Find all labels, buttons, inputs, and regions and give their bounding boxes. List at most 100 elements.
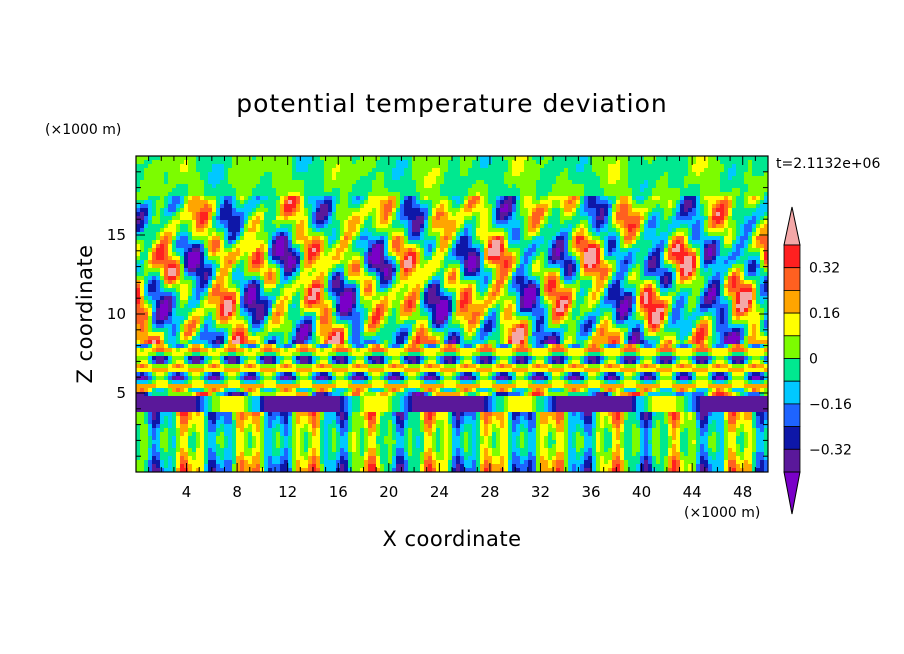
heatmap-cell: [284, 248, 289, 253]
heatmap-cell: [436, 248, 441, 253]
heatmap-cell: [464, 204, 469, 209]
heatmap-cell: [264, 164, 269, 169]
heatmap-cell: [616, 244, 621, 249]
heatmap-cell: [488, 192, 493, 197]
heatmap-cell: [684, 220, 689, 225]
heatmap-cell: [160, 280, 165, 285]
heatmap-cell: [736, 268, 741, 273]
heatmap-cell: [272, 180, 277, 185]
heatmap-cell: [296, 188, 301, 193]
heatmap-cell: [452, 232, 457, 237]
heatmap-cell: [384, 156, 389, 161]
heatmap-cell: [160, 236, 165, 241]
heatmap-cell: [672, 168, 677, 173]
heatmap-cell: [704, 216, 709, 221]
heatmap-cell: [680, 256, 685, 261]
heatmap-cell: [384, 248, 389, 253]
heatmap-cell: [308, 252, 313, 257]
heatmap-cell: [480, 200, 485, 205]
heatmap-cell: [200, 264, 205, 269]
heatmap-cell: [228, 228, 233, 233]
heatmap-cell: [192, 256, 197, 261]
heatmap-cell: [564, 256, 569, 261]
heatmap-cell: [284, 264, 289, 269]
heatmap-cell: [484, 216, 489, 221]
heatmap-cell: [744, 228, 749, 233]
heatmap-cell: [192, 232, 197, 237]
heatmap-cell: [396, 224, 401, 229]
heatmap-cell: [560, 256, 565, 261]
heatmap-cell: [552, 200, 557, 205]
heatmap-cell: [164, 192, 169, 197]
heatmap-cell: [484, 204, 489, 209]
heatmap-cell: [448, 244, 453, 249]
heatmap-cell: [272, 260, 277, 265]
heatmap-cell: [444, 204, 449, 209]
heatmap-cell: [360, 228, 365, 233]
heatmap-cell: [488, 196, 493, 201]
heatmap-cell: [440, 172, 445, 177]
heatmap-cell: [176, 184, 181, 189]
heatmap-cell: [552, 232, 557, 237]
heatmap-cell: [204, 272, 209, 277]
heatmap-cell: [704, 208, 709, 213]
heatmap-cell: [588, 248, 593, 253]
heatmap-cell: [212, 180, 217, 185]
heatmap-cell: [228, 164, 233, 169]
heatmap-cell: [416, 200, 421, 205]
heatmap-cell: [404, 236, 409, 241]
heatmap-cell: [516, 180, 521, 185]
heatmap-cell: [672, 244, 677, 249]
heatmap-cell: [664, 232, 669, 237]
heatmap-cell: [652, 216, 657, 221]
heatmap-cell: [200, 244, 205, 249]
heatmap-cell: [368, 228, 373, 233]
heatmap-cell: [156, 160, 161, 165]
heatmap-cell: [648, 156, 653, 161]
heatmap-cell: [160, 208, 165, 213]
heatmap-cell: [376, 260, 381, 265]
heatmap-cell: [324, 236, 329, 241]
heatmap-cell: [184, 180, 189, 185]
heatmap-cell: [564, 180, 569, 185]
heatmap-cell: [328, 252, 333, 257]
heatmap-cell: [136, 216, 141, 221]
heatmap-cell: [632, 156, 637, 161]
heatmap-cell: [204, 244, 209, 249]
heatmap-cell: [536, 164, 541, 169]
heatmap-cell: [740, 200, 745, 205]
heatmap-cell: [664, 180, 669, 185]
heatmap-cell: [208, 180, 213, 185]
heatmap-cell: [564, 248, 569, 253]
heatmap-cell: [536, 276, 541, 281]
heatmap-cell: [576, 188, 581, 193]
heatmap-cell: [720, 164, 725, 169]
heatmap-cell: [604, 224, 609, 229]
heatmap-cell: [536, 208, 541, 213]
heatmap-cell: [256, 188, 261, 193]
heatmap-cell: [584, 240, 589, 245]
heatmap-cell: [288, 188, 293, 193]
heatmap-cell: [352, 172, 357, 177]
heatmap-cell: [324, 172, 329, 177]
heatmap-cell: [356, 236, 361, 241]
heatmap-cell: [220, 180, 225, 185]
heatmap-cell: [704, 212, 709, 217]
heatmap-cell: [408, 192, 413, 197]
heatmap-cell: [640, 208, 645, 213]
heatmap-cell: [564, 276, 569, 281]
heatmap-cell: [524, 236, 529, 241]
heatmap-cell: [296, 180, 301, 185]
heatmap-cell: [136, 240, 141, 245]
heatmap-cell: [272, 172, 277, 177]
heatmap-cell: [244, 168, 249, 173]
heatmap-cell: [448, 224, 453, 229]
heatmap-cell: [580, 196, 585, 201]
heatmap-cell: [460, 164, 465, 169]
heatmap-cell: [572, 196, 577, 201]
heatmap-cell: [720, 232, 725, 237]
heatmap-cell: [372, 256, 377, 261]
heatmap-cell: [484, 252, 489, 257]
heatmap-cell: [556, 244, 561, 249]
heatmap-cell: [160, 216, 165, 221]
